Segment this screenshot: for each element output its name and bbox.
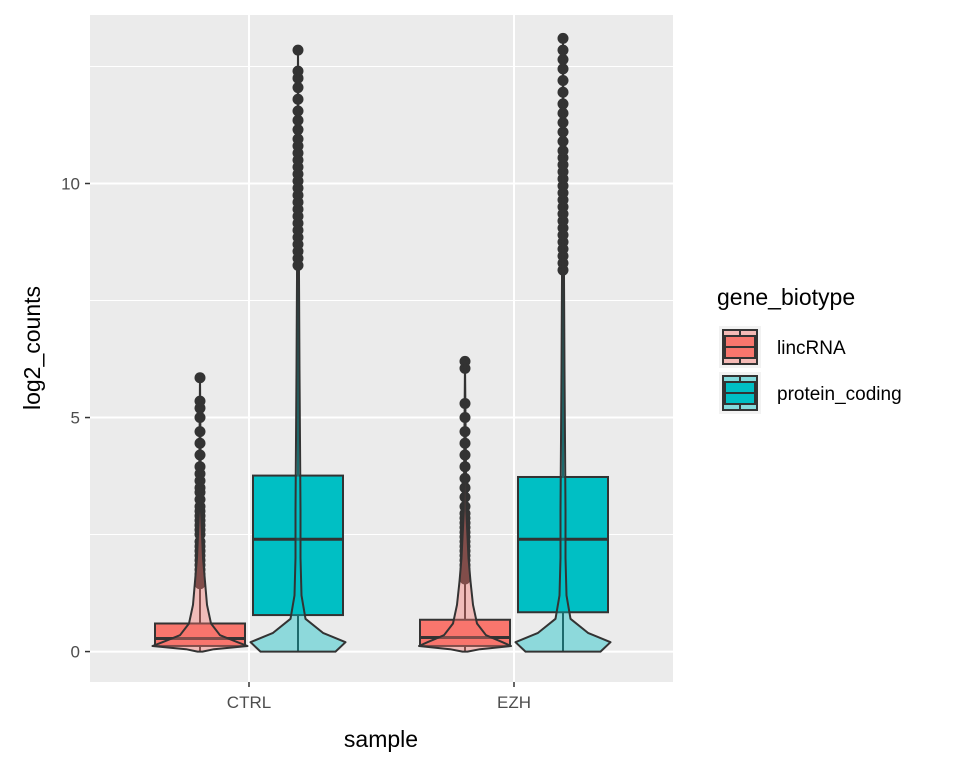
lincrna-ezh-outlier-point	[459, 491, 471, 503]
lincrna-ezh-box	[419, 618, 511, 647]
legend: gene_biotype lincRNA protein_coding	[717, 284, 902, 414]
y-axis-title: log2_counts	[19, 286, 45, 410]
protein-coding-ctrl-box	[252, 474, 344, 617]
grid	[90, 15, 673, 682]
lincrna-ezh-outlier-point	[459, 500, 471, 512]
protein-coding-ezh-violin	[514, 37, 612, 653]
legend-label-protein-coding: protein_coding	[777, 384, 902, 405]
legend-label-lincrna: lincRNA	[777, 338, 846, 359]
lincrna-ezh-violin	[418, 360, 512, 653]
lincrna-ctrl-box	[154, 622, 246, 647]
legend-title: gene_biotype	[717, 284, 855, 310]
x-axis-ticks: CTRL EZH	[227, 682, 531, 712]
y-tick-label: 5	[71, 409, 80, 428]
protein-coding-ezh-box	[517, 475, 609, 614]
plot-marks	[151, 32, 612, 653]
lincrna-ezh-outlier-point	[459, 482, 471, 494]
y-axis-ticks: 0 5 10	[61, 175, 90, 662]
y-tick-label: 10	[61, 175, 80, 194]
x-tick-label: EZH	[497, 693, 531, 712]
y-tick-label: 0	[71, 643, 80, 662]
x-tick-label: CTRL	[227, 693, 271, 712]
x-axis-title: sample	[344, 726, 418, 752]
protein-coding-ctrl-violin	[249, 46, 347, 653]
lincrna-ctrl-violin	[151, 374, 249, 653]
